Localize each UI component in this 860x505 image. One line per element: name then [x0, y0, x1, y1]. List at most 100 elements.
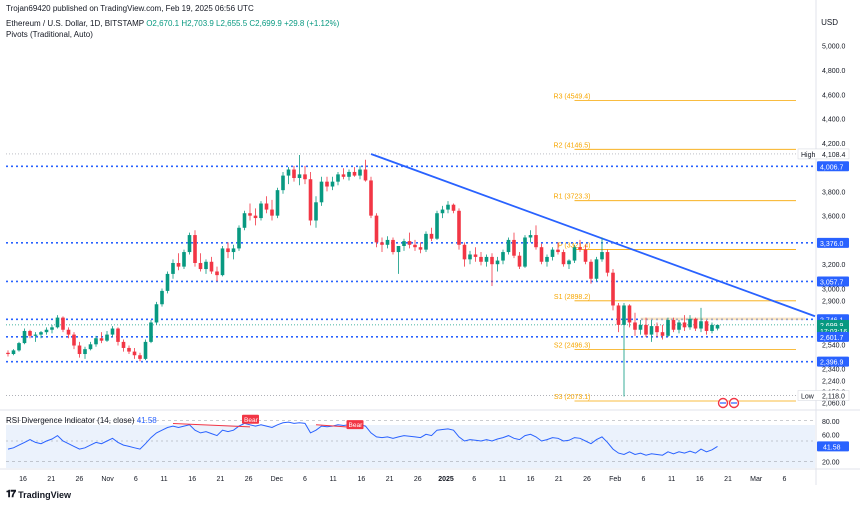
candle-body: [413, 244, 417, 248]
price-tick-label: 2,340.0: [822, 367, 845, 374]
candle-body: [484, 256, 489, 262]
candle-body: [160, 290, 164, 305]
rsi-badge-label: 41.58: [823, 444, 841, 451]
candle-body: [77, 345, 82, 355]
bear-badge-label: Bear: [349, 422, 364, 429]
candle-body: [105, 334, 109, 341]
candle-body: [495, 260, 500, 265]
time-tick-label: 21: [386, 476, 394, 483]
trendline: [370, 153, 816, 318]
candle-body: [534, 235, 538, 248]
candle-body: [374, 215, 379, 243]
candle-body: [132, 351, 137, 356]
low-value: 2,118.0: [822, 394, 845, 401]
candle-body: [143, 341, 148, 359]
candle-body: [39, 332, 43, 335]
candle-body: [308, 179, 313, 221]
tradingview-logo-icon: 𝟏𝟕: [6, 489, 16, 500]
candle-body: [396, 245, 401, 253]
candle-body: [281, 175, 285, 191]
candle-body: [330, 181, 335, 187]
candle-body: [110, 328, 115, 335]
time-tick-label: 21: [47, 476, 55, 483]
time-tick-label: Mar: [750, 476, 763, 483]
candle-body: [627, 305, 632, 323]
candle-body: [424, 233, 428, 250]
candle-body: [242, 213, 247, 228]
price-badge-label: 2,396.9: [820, 360, 843, 367]
price-tick-label: 5,000.0: [822, 44, 845, 51]
candle-body: [363, 169, 368, 181]
candle-body: [61, 317, 65, 330]
rsi-legend: RSI Divergence Indicator (14, close) 41.…: [6, 416, 157, 425]
time-tick-label: 11: [668, 476, 675, 483]
candle-body: [33, 334, 38, 336]
candle-body: [704, 321, 709, 331]
candle-body: [171, 262, 175, 274]
time-tick-label: 16: [19, 476, 27, 483]
bear-badge-label: Bear: [244, 417, 259, 424]
time-tick-label: 16: [696, 476, 704, 483]
candle-body: [83, 349, 87, 355]
price-tick-label: 4,800.0: [822, 68, 845, 75]
candle-body: [594, 259, 599, 279]
candle-body: [715, 324, 720, 329]
candle-body: [248, 213, 252, 216]
candle-body: [99, 338, 104, 341]
price-tick-label: 3,600.0: [822, 214, 845, 221]
time-tick-label: Dec: [271, 476, 284, 483]
candle-body: [176, 262, 181, 267]
pivot-label: S1 (2898.2): [554, 294, 591, 301]
candle-body: [22, 330, 27, 344]
candle-body: [149, 322, 153, 342]
price-tick-label: 4,400.0: [822, 117, 845, 124]
low-tag: Low: [801, 394, 815, 401]
candle-body: [11, 350, 16, 355]
candle-body: [28, 330, 32, 336]
candle-body: [611, 272, 615, 306]
candle-body: [182, 252, 186, 267]
candle-body: [539, 247, 544, 262]
candle-body: [429, 233, 434, 239]
symbol-name: Ethereum / U.S. Dollar, 1D, BITSTAMP: [6, 19, 144, 28]
pivot-label: S2 (2496.3): [554, 343, 591, 350]
candle-body: [303, 174, 307, 180]
rsi-tick-label: 20.00: [822, 459, 840, 466]
candle-body: [517, 255, 522, 267]
candle-body: [622, 305, 626, 325]
price-tick-label: 2,060.0: [822, 401, 845, 408]
price-badge: [817, 276, 849, 287]
candle-body: [275, 190, 280, 216]
candle-body: [710, 324, 714, 331]
pivot-label: R1 (3723.3): [554, 194, 591, 201]
candle-body: [253, 215, 258, 219]
candle-body: [154, 304, 159, 323]
price-tick-label: 3,200.0: [822, 262, 845, 269]
candle-body: [633, 322, 637, 330]
candle-body: [655, 326, 659, 333]
candle-body: [451, 204, 456, 211]
candle-body: [528, 235, 533, 238]
time-tick-label: 21: [217, 476, 225, 483]
price-tick-label: 3,000.0: [822, 286, 845, 293]
time-tick-label: 6: [303, 476, 307, 483]
candle-body: [44, 329, 49, 333]
candle-body: [341, 174, 346, 177]
price-tick-label: 3,800.0: [822, 189, 845, 196]
bear-badge: [346, 420, 364, 430]
candle-body: [407, 241, 412, 245]
pivot-label: S3 (2073.1): [554, 394, 591, 401]
candle-body: [402, 241, 406, 246]
candle-body: [545, 256, 549, 262]
candle-body: [165, 273, 170, 291]
candle-body: [6, 352, 10, 355]
time-tick-label: Nov: [101, 476, 114, 483]
candle-body: [578, 247, 582, 250]
time-tick-label: 6: [782, 476, 786, 483]
price-badge-label: 4,006.7: [820, 164, 843, 171]
candle-body: [347, 171, 351, 177]
candle-body: [264, 203, 269, 210]
time-tick-label: 26: [583, 476, 591, 483]
candle-body: [523, 237, 527, 267]
